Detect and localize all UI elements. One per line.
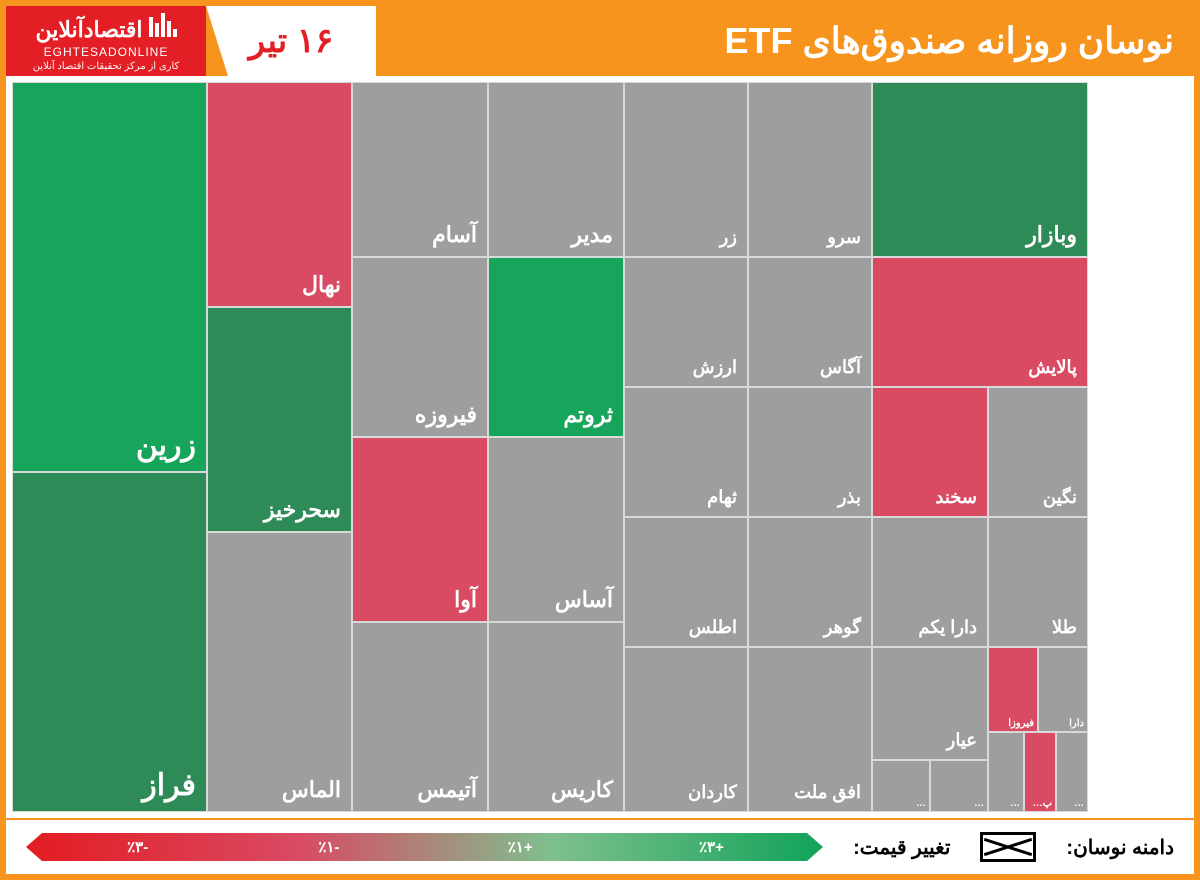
gradient-stop-label: ٪۳+	[616, 833, 807, 861]
brand-logo: اقتصادآنلاین	[35, 11, 176, 43]
treemap-cell: پ…	[1024, 732, 1056, 812]
cell-label: سحرخیز	[264, 497, 341, 523]
gradient-stop-label: ٪۱-	[233, 833, 424, 861]
cell-label: گوهر	[824, 617, 861, 638]
cell-label: پالایش	[1028, 357, 1077, 378]
treemap-area: زرین فراز نهال سحرخیز الماس آسام فیروزه آوا آتیم…	[6, 76, 1194, 818]
treemap-cell: ارزش	[624, 257, 748, 387]
treemap-cell: آوا	[352, 437, 488, 622]
legend-price-label: تغییر قیمت:	[853, 835, 950, 860]
gradient-stop-label: ٪۱+	[425, 833, 616, 861]
treemap-cell: نگین	[988, 387, 1088, 517]
cell-label: …	[1074, 798, 1084, 809]
cell-label: نهال	[302, 272, 341, 298]
treemap-cell: گوهر	[748, 517, 872, 647]
cell-label: ثهام	[707, 487, 737, 508]
treemap-cell: سخند	[872, 387, 988, 517]
treemap-cell: سرو	[748, 82, 872, 257]
header: نوسان روزانه صندوق‌های ETF ۱۶ تیر اقتصاد…	[6, 6, 1194, 76]
brand-bars-icon	[149, 11, 177, 37]
treemap-cell: آتیمس	[352, 622, 488, 812]
treemap-cell: پالایش	[872, 257, 1088, 387]
cell-label: …	[974, 798, 984, 809]
range-icon	[980, 832, 1036, 862]
brand-name-en: EGHTESADONLINE	[44, 45, 169, 59]
treemap-cell: مدیر	[488, 82, 624, 257]
treemap-cell: آساس	[488, 437, 624, 622]
cell-label: فیروزا	[1008, 718, 1034, 729]
treemap-cell: طلا	[988, 517, 1088, 647]
cell-label: سرو	[827, 227, 861, 248]
cell-label: دارا	[1069, 718, 1084, 729]
treemap-cell: …	[988, 732, 1024, 812]
legend: دامنه نوسان: تغییر قیمت: ٪۳-٪۱-٪۱+٪۳+	[6, 818, 1194, 874]
treemap-cell: وبازار	[872, 82, 1088, 257]
cell-label: نگین	[1043, 487, 1077, 508]
gradient-stops: ٪۳-٪۱-٪۱+٪۳+	[42, 833, 807, 861]
frame: نوسان روزانه صندوق‌های ETF ۱۶ تیر اقتصاد…	[0, 0, 1200, 880]
treemap-cell: کاردان	[624, 647, 748, 812]
cell-label: فیروزه	[415, 402, 477, 428]
treemap-cell: …	[872, 760, 930, 812]
cell-label: آوا	[454, 587, 477, 613]
cell-label: اطلس	[689, 617, 737, 638]
treemap-cell: نهال	[207, 82, 352, 307]
treemap-cell: …	[930, 760, 988, 812]
treemap-cell: زر	[624, 82, 748, 257]
gradient-bar: ٪۳-٪۱-٪۱+٪۳+	[42, 833, 807, 861]
legend-range-label: دامنه نوسان:	[1066, 835, 1174, 860]
cell-label: آساس	[555, 587, 613, 613]
treemap-cell: الماس	[207, 532, 352, 812]
cell-label: وبازار	[1026, 222, 1077, 248]
cell-label: کاریس	[551, 777, 613, 803]
cell-label: …	[1010, 798, 1020, 809]
arrow-left-icon	[26, 833, 42, 861]
brand-subtitle: کاری از مرکز تحقیقات اقتصاد آنلاین	[33, 61, 180, 72]
cell-label: کاردان	[688, 782, 737, 803]
treemap-cell: آگاس	[748, 257, 872, 387]
cell-label: پ…	[1033, 798, 1052, 809]
treemap-cell: دارا یکم	[872, 517, 988, 647]
treemap-cell: عیار	[872, 647, 988, 760]
cell-label: دارا یکم	[918, 617, 977, 638]
treemap-cell: ثهام	[624, 387, 748, 517]
treemap-cell: سحرخیز	[207, 307, 352, 532]
brand-block: اقتصادآنلاین EGHTESADONLINE کاری از مرکز…	[6, 6, 206, 76]
treemap-cell: فیروزه	[352, 257, 488, 437]
treemap-cell: افق ملت	[748, 647, 872, 812]
cell-label: سخند	[935, 487, 977, 508]
cell-label: مدیر	[571, 222, 613, 248]
page-title: نوسان روزانه صندوق‌های ETF	[376, 6, 1194, 76]
treemap-cell: کاریس	[488, 622, 624, 812]
cell-label: الماس	[282, 777, 341, 803]
cell-label: آتیمس	[417, 777, 477, 803]
cell-label: فراز	[142, 768, 196, 803]
treemap-cell: دارا	[1038, 647, 1088, 732]
treemap-cell: اطلس	[624, 517, 748, 647]
cell-label: آسام	[432, 222, 477, 248]
treemap-cell: …	[1056, 732, 1088, 812]
cell-label: بذر	[838, 487, 861, 508]
cell-label: طلا	[1052, 617, 1077, 638]
cell-label: زر	[720, 227, 737, 248]
cell-label: ارزش	[693, 357, 737, 378]
treemap-cell: آسام	[352, 82, 488, 257]
arrow-right-icon	[807, 833, 823, 861]
brand-name-fa: اقتصادآنلاین	[35, 17, 142, 43]
gradient-stop-label: ٪۳-	[42, 833, 233, 861]
cell-label: افق ملت	[794, 782, 861, 803]
cell-label: …	[916, 798, 926, 809]
treemap-cell: زرین	[12, 82, 207, 472]
cell-label: ثروتم	[563, 402, 613, 428]
treemap-cell: فیروزا	[988, 647, 1038, 732]
cell-label: عیار	[947, 730, 977, 751]
cell-label: آگاس	[820, 357, 861, 378]
legend-gradient: ٪۳-٪۱-٪۱+٪۳+	[26, 833, 823, 861]
treemap-cell: بذر	[748, 387, 872, 517]
treemap-cell: فراز	[12, 472, 207, 812]
cell-label: زرین	[136, 428, 196, 463]
treemap-cell: ثروتم	[488, 257, 624, 437]
date-block: ۱۶ تیر	[206, 6, 376, 76]
treemap: زرین فراز نهال سحرخیز الماس آسام فیروزه آوا آتیم…	[12, 82, 1188, 812]
